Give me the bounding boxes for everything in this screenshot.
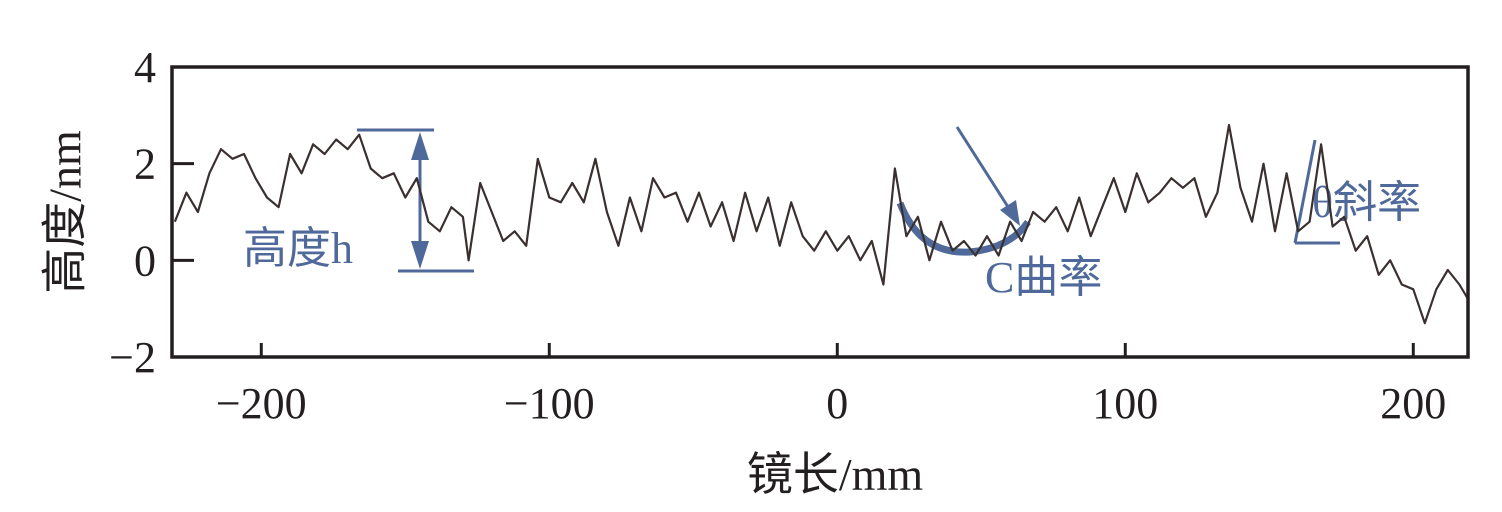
y-tick-label: 0 [134, 236, 156, 285]
curvature-arc [896, 201, 1031, 256]
y-tick-label: −2 [109, 333, 156, 382]
x-tick-label: 0 [826, 379, 848, 428]
x-axis-label: 镜长/mm [747, 449, 924, 500]
y-tick-label: 4 [134, 43, 156, 92]
plot-frame [170, 65, 1470, 359]
arrow-head [411, 132, 429, 160]
annotations: 高度h C曲率 θ斜率 [243, 126, 1421, 302]
curvature-arrow [955, 126, 1012, 211]
y-tick-label: 2 [134, 140, 156, 189]
x-tick-label: −200 [216, 379, 307, 428]
height-annotation: 高度h [243, 224, 353, 273]
slope-line [1293, 139, 1317, 244]
profile-line [173, 123, 1469, 325]
arrow-head [1000, 200, 1020, 226]
x-tick-label: 100 [1092, 379, 1158, 428]
x-tick-label: −100 [504, 379, 595, 428]
y-axis-label: 高度/nm [40, 130, 91, 294]
x-tick-label: 200 [1380, 379, 1446, 428]
arrow-head [411, 241, 429, 269]
curvature-annotation: C曲率 [985, 253, 1102, 302]
